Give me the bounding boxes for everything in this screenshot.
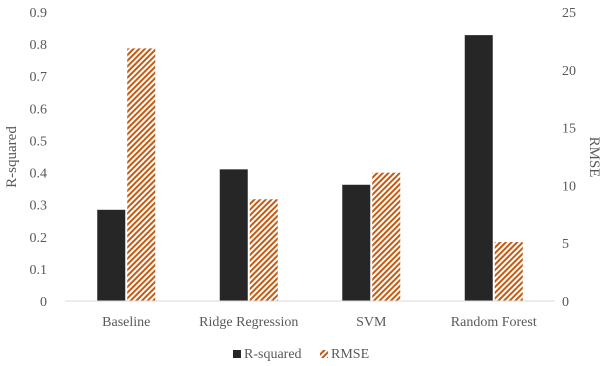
left-tick-label: 0.6 [30,102,48,117]
left-tick-label: 0.7 [30,70,48,85]
legend-swatch-rmse [320,350,328,358]
bar-r-squared-2 [342,184,371,301]
legend-swatch-r-squared [233,350,241,358]
bar-rmse-1 [249,199,278,301]
bar-r-squared-0 [97,209,126,301]
left-tick-label: 0.4 [30,167,48,182]
right-tick-label: 15 [562,122,576,137]
legend: R-squared RMSE [233,347,369,362]
bar-r-squared-1 [219,169,248,301]
legend-label: RMSE [331,347,369,362]
right-tick-label: 25 [562,6,576,21]
bar-rmse-0 [127,48,156,301]
category-label: Ridge Regression [199,315,298,330]
bar-rmse-2 [372,172,401,301]
left-tick-label: 0.3 [30,199,48,214]
left-tick-label: 0.9 [30,6,48,21]
bar-rmse-3 [494,242,523,301]
category-labels: Baseline Ridge Regression SVM Random Forest [102,315,537,330]
legend-label: R-squared [244,347,302,362]
left-tick-label: 0.5 [30,134,48,149]
left-tick-label: 0.2 [30,231,48,246]
y2-axis-title: RMSE [586,137,600,178]
left-tick-label: 0.8 [30,38,48,53]
bars-layer [97,35,523,302]
category-label: Baseline [102,315,150,330]
bar-r-squared-3 [464,35,493,302]
left-tick-label: 0 [40,295,47,310]
right-tick-label: 0 [562,295,569,310]
left-axis-ticks: 0 0.1 0.2 0.3 0.4 0.5 0.6 0.7 0.8 0.9 [30,6,48,310]
category-label: SVM [356,315,387,330]
right-tick-label: 5 [562,237,569,252]
right-axis-ticks: 0 5 10 15 20 25 [562,6,576,310]
category-label: Random Forest [451,315,537,330]
left-tick-label: 0.1 [30,263,48,278]
y-axis-title: R-squared [4,126,20,188]
right-tick-label: 20 [562,64,576,79]
right-tick-label: 10 [562,179,576,194]
